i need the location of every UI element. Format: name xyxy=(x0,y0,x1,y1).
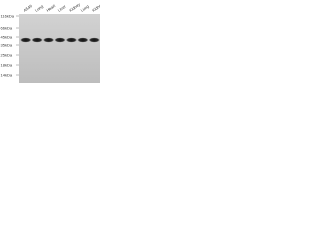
lane-label: Kidney xyxy=(68,2,81,13)
marker-label: 14kDa xyxy=(1,72,13,77)
marker-label: 116kDa xyxy=(1,13,15,18)
marker-label: 18kDa xyxy=(1,62,13,67)
lane-label: Heart xyxy=(45,3,57,13)
lane-label: Lung xyxy=(80,4,90,13)
lane-label: A549 xyxy=(22,3,33,13)
band xyxy=(20,37,32,43)
band xyxy=(43,37,55,43)
marker-label: 66kDa xyxy=(1,25,13,30)
band xyxy=(88,37,100,43)
band xyxy=(77,37,89,43)
band xyxy=(54,37,66,43)
band xyxy=(65,37,77,43)
marker-label: 25kDa xyxy=(1,52,13,57)
membrane xyxy=(19,14,100,83)
band xyxy=(31,37,43,43)
lane-label: Lung xyxy=(34,4,44,13)
lane-label: Kidney xyxy=(91,2,100,13)
lane-label: Liver xyxy=(57,3,68,12)
marker-label: 45kDa xyxy=(1,34,13,39)
marker-label: 35kDa xyxy=(1,42,13,47)
